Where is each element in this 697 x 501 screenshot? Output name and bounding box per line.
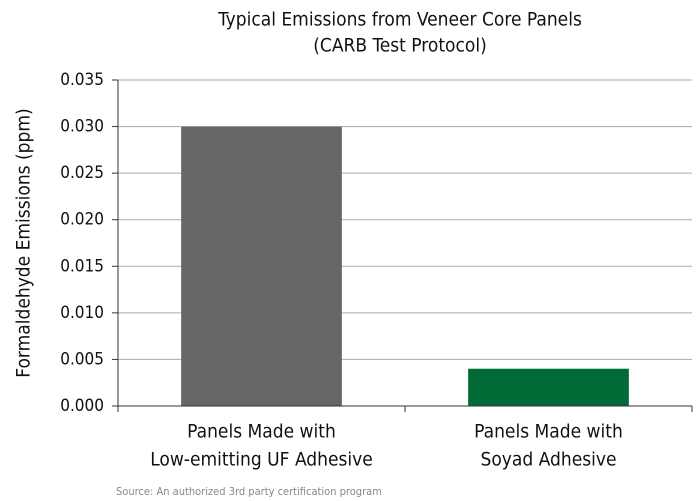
bar [181,126,342,407]
x-tick-label: Soyad Adhesive [480,449,616,471]
chart-title: Typical Emissions from Veneer Core Panel… [217,9,582,31]
y-tick-label: 0.010 [60,303,104,323]
y-tick-label: 0.020 [60,210,104,230]
y-tick-label: 0.025 [60,163,104,183]
y-axis-label: Formaldehyde Emissions (ppm) [13,108,35,377]
y-tick-label: 0.015 [60,256,104,276]
x-tick-label: Low-emitting UF Adhesive [150,449,373,471]
source-note: Source: An authorized 3rd party certific… [116,485,382,498]
x-tick-label: Panels Made with [474,421,623,443]
bar [468,368,629,406]
y-tick-label: 0.035 [60,70,104,90]
y-tick-label: 0.000 [60,396,104,416]
x-tick-label: Panels Made with [187,421,336,443]
y-tick-label: 0.030 [60,117,104,137]
y-tick-label: 0.005 [60,349,104,369]
chart-title: (CARB Test Protocol) [313,35,487,57]
